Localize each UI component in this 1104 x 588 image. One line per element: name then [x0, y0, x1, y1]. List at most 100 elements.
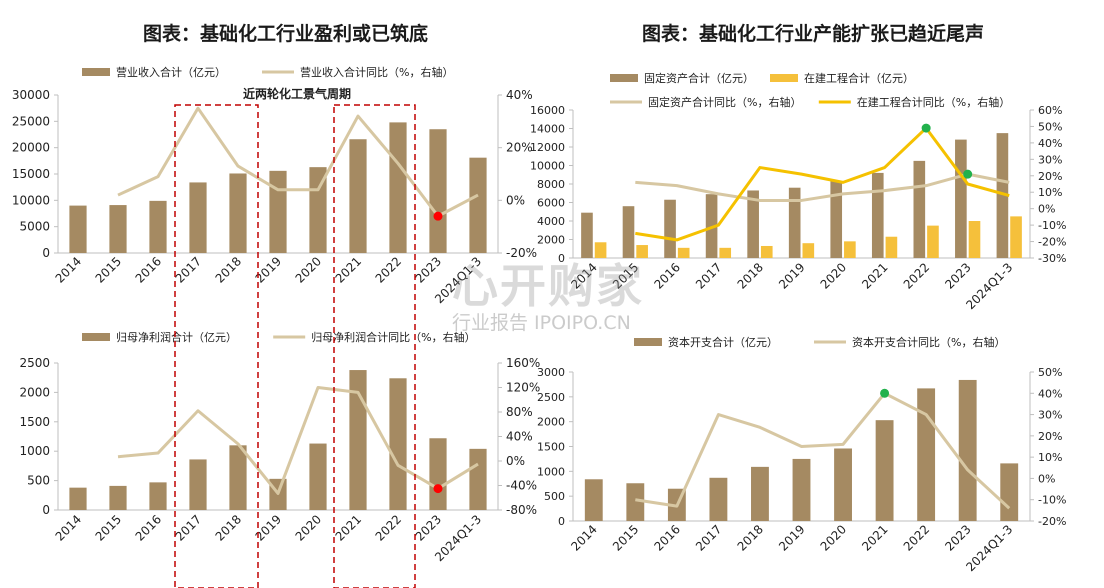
- left-tick-label: 14000: [530, 123, 565, 136]
- bar-2017: [189, 182, 207, 253]
- chart-netprofit: 0 500 1000 1500 2000 2500 -80% -40% 0% 40% 80% 120%…: [19, 330, 540, 564]
- right-tick-label: 120%: [506, 381, 540, 395]
- bar-2017: [709, 477, 728, 521]
- right-tick-label: -20%: [506, 246, 537, 260]
- bar-2015: [626, 483, 645, 521]
- category-label: 2020: [293, 254, 324, 285]
- bar-2014: [581, 212, 593, 258]
- left-tick-label: 0: [42, 503, 50, 517]
- bar-2018: [229, 445, 247, 510]
- bar-2015: [622, 206, 635, 258]
- cycle-box-2021-2022: [333, 104, 416, 588]
- legend-swatch: [82, 68, 110, 76]
- bar-2016: [664, 199, 676, 258]
- left-tick-label: 1000: [19, 444, 50, 458]
- bar-2023: [968, 221, 981, 258]
- right-tick-label: -20%: [1038, 515, 1066, 528]
- watermark-sub: 行业报告 IPOIPO.CN: [452, 312, 631, 334]
- legend-swatch: [82, 333, 110, 341]
- left-tick-label: 16000: [530, 104, 565, 117]
- bar-2021: [349, 370, 367, 510]
- bar-2020: [830, 181, 843, 258]
- right-tick-label: 40%: [1038, 387, 1062, 400]
- right-tick-label: -80%: [506, 503, 537, 517]
- line-series: [635, 126, 1010, 242]
- bar-2022: [913, 160, 926, 258]
- right-tick-label: 10%: [1038, 186, 1062, 199]
- right-tick-label: 60%: [1038, 104, 1062, 117]
- line-series: [117, 106, 479, 218]
- line-series: [117, 386, 479, 495]
- chart-capex: 0 500 1000 1500 2000 2500 3000 -20% -10% 0% 10% 20%…: [537, 335, 1066, 574]
- right-tick-label: 20%: [1038, 430, 1062, 443]
- category-label: 2019: [253, 254, 284, 285]
- left-tick-label: 4000: [537, 215, 565, 228]
- highlight-marker-2023: [963, 169, 973, 179]
- category-label: 2018: [213, 512, 244, 543]
- bar-2020: [834, 448, 852, 521]
- right-tick-label: 50%: [1038, 120, 1062, 133]
- category-label: 2022: [373, 254, 404, 285]
- line-series: [635, 391, 1011, 510]
- category-label: 2014: [53, 512, 84, 543]
- legend-swatch: [770, 74, 798, 82]
- bar-2022: [927, 225, 939, 258]
- highlight-marker-2022: [921, 123, 931, 133]
- left-tick-label: 1500: [537, 441, 565, 454]
- category-label: 2018: [735, 522, 766, 553]
- category-label: 2017: [173, 254, 204, 285]
- bar-2021: [349, 139, 367, 253]
- legend-label: 固定资产合计（亿元）: [644, 71, 754, 85]
- left-tick-label: 8000: [537, 178, 565, 191]
- bar-2018: [229, 173, 247, 253]
- left-tick-label: 2500: [19, 356, 50, 370]
- left-tick-label: 15000: [12, 167, 50, 181]
- right-panel-title: 图表：基础化工行业产能扩张已趋近尾声: [642, 23, 985, 45]
- bar-2019: [802, 243, 815, 258]
- bar-2014: [69, 487, 87, 510]
- bar-2024Q1-3: [996, 133, 1009, 258]
- bar-2024Q1-3: [1000, 463, 1019, 521]
- right-tick-label: 0%: [1038, 203, 1055, 216]
- category-label: 2017: [173, 512, 204, 543]
- left-tick-label: 12000: [530, 141, 565, 154]
- bar-2014: [69, 205, 87, 253]
- left-tick-label: 500: [544, 490, 565, 503]
- legend-label: 营业收入合计同比（%，右轴）: [300, 65, 453, 79]
- category-label: 2019: [776, 522, 807, 553]
- right-tick-label: 20%: [506, 141, 533, 155]
- line-series: [635, 172, 1010, 202]
- right-tick-label: 0%: [506, 454, 525, 468]
- category-label: 2020: [293, 512, 324, 543]
- right-tick-label: -20%: [1038, 236, 1066, 249]
- left-tick-label: 3000: [537, 366, 565, 379]
- category-label: 2022: [901, 522, 932, 553]
- category-label: 2020: [818, 260, 849, 291]
- left-tick-label: 2000: [537, 234, 565, 247]
- left-tick-label: 20000: [12, 141, 50, 155]
- bar-2020: [309, 443, 327, 510]
- left-tick-label: 10000: [530, 160, 565, 173]
- right-tick-label: -10%: [1038, 219, 1066, 232]
- left-tick-label: 10000: [12, 193, 50, 207]
- category-label: 2016: [651, 522, 682, 553]
- category-label: 2015: [93, 512, 124, 543]
- left-tick-label: 0: [42, 246, 50, 260]
- category-label: 2016: [133, 254, 164, 285]
- category-label: 2015: [610, 522, 641, 553]
- bar-2015: [109, 485, 127, 510]
- left-tick-label: 2500: [537, 391, 565, 404]
- category-label: 2023: [413, 512, 444, 543]
- category-label: 2022: [901, 260, 932, 291]
- bar-2021: [885, 236, 898, 258]
- right-tick-label: 160%: [506, 356, 540, 370]
- highlight-marker-2023: [433, 211, 443, 221]
- bar-2021: [875, 420, 894, 521]
- right-tick-label: 50%: [1038, 366, 1062, 379]
- legend-label: 资本开支合计（亿元）: [668, 335, 778, 349]
- category-label: 2021: [333, 254, 364, 285]
- right-tick-label: 20%: [1038, 170, 1062, 183]
- bar-2022: [389, 378, 407, 510]
- category-label: 2023: [942, 522, 973, 553]
- category-label: 2021: [333, 512, 364, 543]
